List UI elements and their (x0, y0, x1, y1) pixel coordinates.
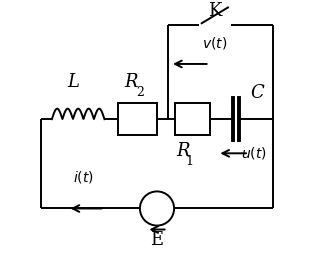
Text: L: L (67, 73, 79, 91)
Bar (117, 103, 157, 135)
Text: $v(t)$: $v(t)$ (202, 35, 227, 51)
Text: 1: 1 (186, 155, 194, 168)
Text: 2: 2 (136, 86, 144, 99)
Text: C: C (250, 84, 264, 102)
Text: R: R (176, 142, 190, 160)
Text: $i(t)$: $i(t)$ (73, 169, 94, 185)
Text: K: K (208, 2, 221, 20)
Text: $u(t)$: $u(t)$ (241, 146, 267, 162)
Text: R: R (124, 73, 138, 91)
Bar (176, 103, 209, 135)
Text: E: E (150, 231, 164, 249)
